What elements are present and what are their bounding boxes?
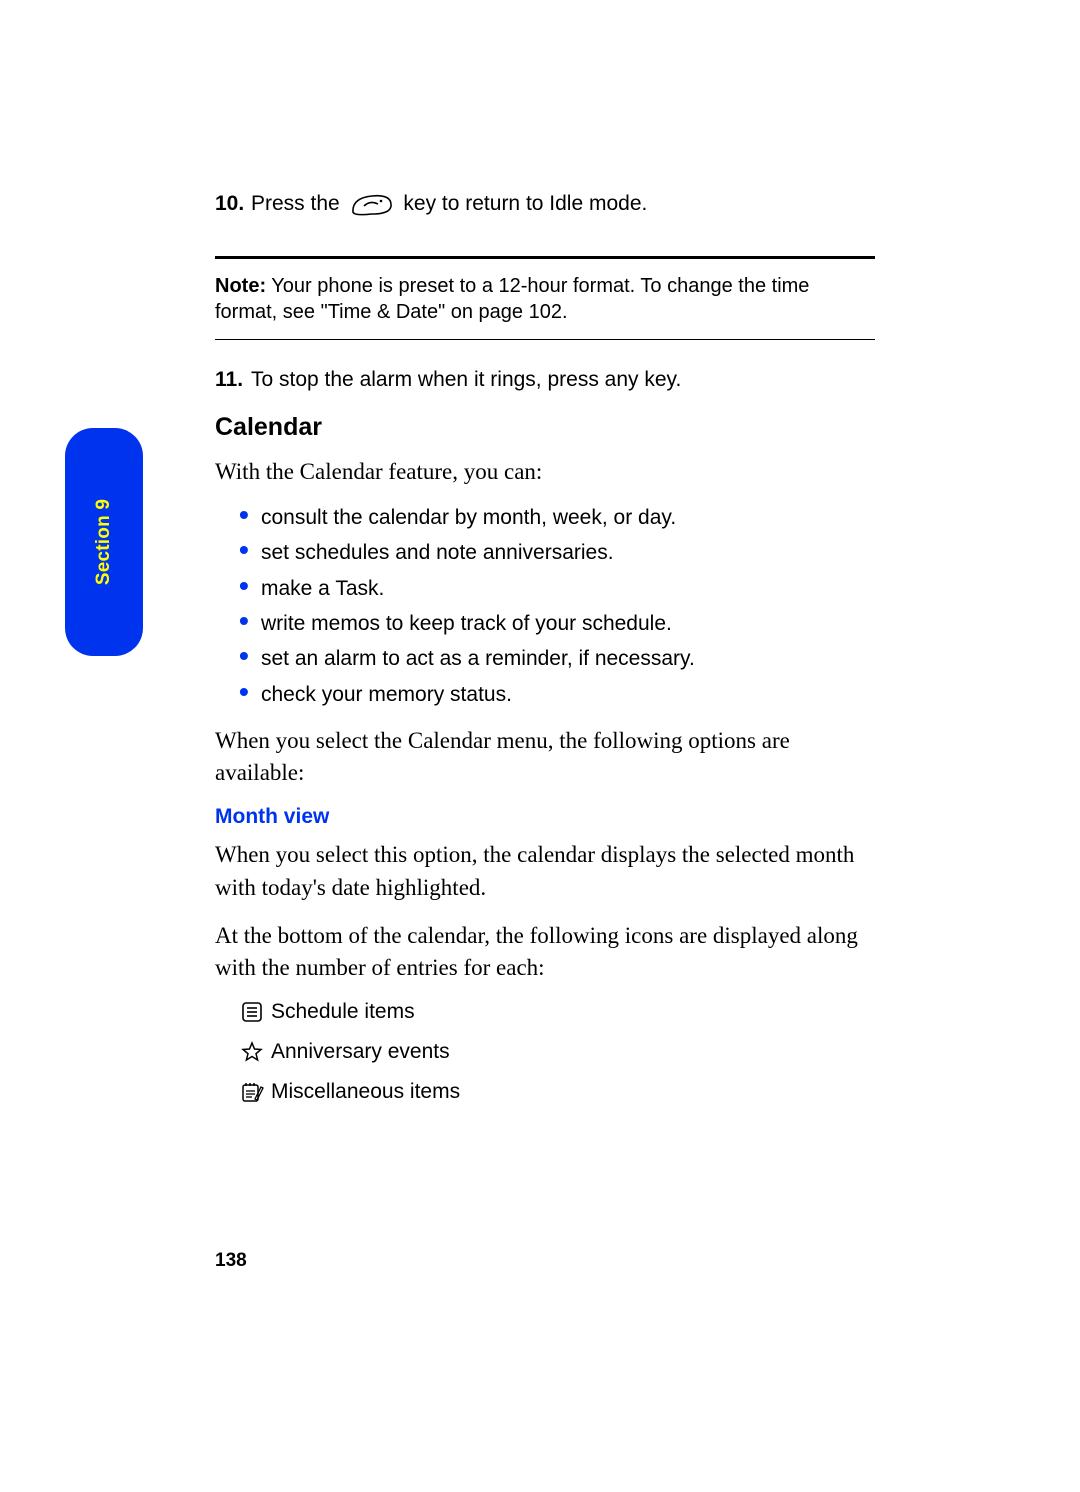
note-label: Note: [215, 275, 266, 297]
month-view-p1: When you select this option, the calenda… [215, 839, 875, 903]
step-10: 10. Press the key to return to Idle mode… [215, 190, 875, 224]
step-11-text: To stop the alarm when it rings, press a… [251, 366, 875, 394]
step-11-number: 11. [215, 366, 251, 394]
month-view-p2: At the bottom of the calendar, the follo… [215, 920, 875, 984]
heading-calendar: Calendar [215, 413, 875, 442]
list-item: set schedules and note anniversaries. [239, 539, 875, 567]
note-rule-bottom [215, 339, 875, 340]
icon-row-misc: Miscellaneous items [241, 1080, 875, 1104]
list-item: write memos to keep track of your schedu… [239, 610, 875, 638]
list-item: check your memory status. [239, 681, 875, 709]
calendar-bullets: consult the calendar by month, week, or … [239, 504, 875, 709]
icon-label: Anniversary events [271, 1040, 450, 1064]
note-text: Your phone is preset to a 12-hour format… [215, 275, 809, 323]
list-item: consult the calendar by month, week, or … [239, 504, 875, 532]
page-number: 138 [215, 1250, 247, 1272]
phone-key-icon [350, 192, 394, 224]
icon-label: Schedule items [271, 1000, 415, 1024]
step-10-number: 10. [215, 190, 251, 224]
note-rule-top [215, 256, 875, 259]
misc-icon [241, 1081, 271, 1103]
note-block: Note: Your phone is preset to a 12-hour … [215, 273, 875, 325]
anniversary-icon [241, 1041, 271, 1063]
calendar-options-intro: When you select the Calendar menu, the f… [215, 725, 875, 789]
step-10-body: Press the key to return to Idle mode. [251, 190, 875, 224]
list-item: set an alarm to act as a reminder, if ne… [239, 645, 875, 673]
step-11: 11. To stop the alarm when it rings, pre… [215, 366, 875, 394]
heading-month-view: Month view [215, 805, 875, 829]
list-item: make a Task. [239, 575, 875, 603]
section-tab-label: Section 9 [93, 499, 115, 585]
page: Section 9 10. Press the key to return to… [0, 0, 1080, 1492]
icon-label: Miscellaneous items [271, 1080, 460, 1104]
icon-row-anniversary: Anniversary events [241, 1040, 875, 1064]
icon-list: Schedule items Anniversary events [241, 1000, 875, 1104]
step-10-text-after: key to return to Idle mode. [403, 192, 647, 215]
schedule-icon [241, 1001, 271, 1023]
section-tab: Section 9 [65, 428, 143, 656]
calendar-intro: With the Calendar feature, you can: [215, 456, 875, 488]
content-area: 10. Press the key to return to Idle mode… [215, 190, 875, 1120]
icon-row-schedule: Schedule items [241, 1000, 875, 1024]
step-10-text-before: Press the [251, 192, 346, 215]
